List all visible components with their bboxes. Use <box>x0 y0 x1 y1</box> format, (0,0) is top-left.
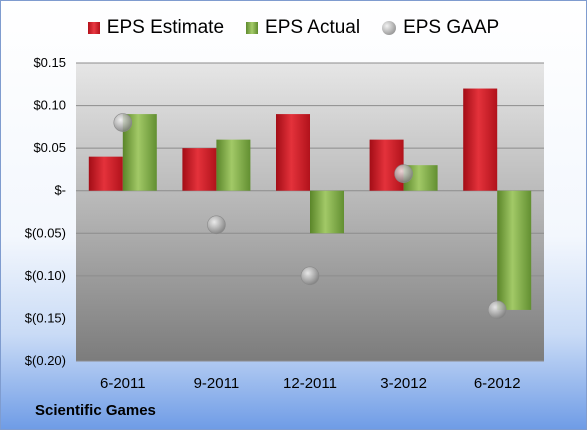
y-axis-ticks: $0.15 $0.10 $0.05 $- $(0.05) $(0.10) $(0.15) $(… <box>25 55 66 368</box>
y-tick-label: $0.05 <box>33 140 66 155</box>
legend-label-estimate: EPS Estimate <box>106 17 225 38</box>
eps-gaap-marker <box>394 164 413 183</box>
eps-estimate-bar <box>369 139 404 191</box>
eps-gaap-marker <box>487 300 507 320</box>
bars <box>88 88 532 310</box>
x-category-label: 12-2011 <box>283 375 337 392</box>
y-tick-label: $(0.10) <box>25 268 66 283</box>
y-tick-label: $(0.20) <box>25 353 66 368</box>
y-tick-label: $- <box>54 183 66 198</box>
legend: EPS Estimate EPS Actual EPS GAAP <box>1 17 586 39</box>
x-category-label: 6-2011 <box>100 375 146 392</box>
company-name: Scientific Games <box>35 402 156 419</box>
legend-item-gaap: EPS GAAP <box>382 17 499 39</box>
legend-swatch-estimate <box>87 22 100 34</box>
eps-gaap-marker <box>207 215 226 235</box>
legend-swatch-gaap <box>382 21 397 35</box>
eps-estimate-bar <box>463 88 498 191</box>
x-category-label: 9-2011 <box>194 375 240 392</box>
y-tick-label: $(0.05) <box>25 225 66 240</box>
y-tick-label: $0.15 <box>33 55 66 70</box>
legend-swatch-actual <box>246 22 259 34</box>
x-axis-categories: 6-2011 9-2011 12-2011 3-2012 6-2012 <box>100 375 521 392</box>
eps-actual-bar <box>216 139 251 191</box>
legend-label-actual: EPS Actual <box>265 17 361 38</box>
x-category-label: 3-2012 <box>380 375 427 392</box>
y-tick-label: $(0.15) <box>25 310 66 325</box>
legend-item-actual: EPS Actual <box>246 17 360 39</box>
legend-label-gaap: EPS GAAP <box>403 17 500 38</box>
gaap-markers <box>113 113 507 320</box>
eps-estimate-bar <box>182 148 217 191</box>
x-category-label: 6-2012 <box>474 375 521 392</box>
y-tick-label: $0.10 <box>33 98 66 113</box>
legend-item-estimate: EPS Estimate <box>87 17 225 39</box>
eps-actual-bar <box>310 190 344 234</box>
eps-actual-bar <box>497 190 532 310</box>
eps-gaap-marker <box>300 266 320 286</box>
eps-estimate-bar <box>276 114 310 191</box>
eps-estimate-bar <box>88 156 123 191</box>
eps-gaap-marker <box>113 113 133 132</box>
